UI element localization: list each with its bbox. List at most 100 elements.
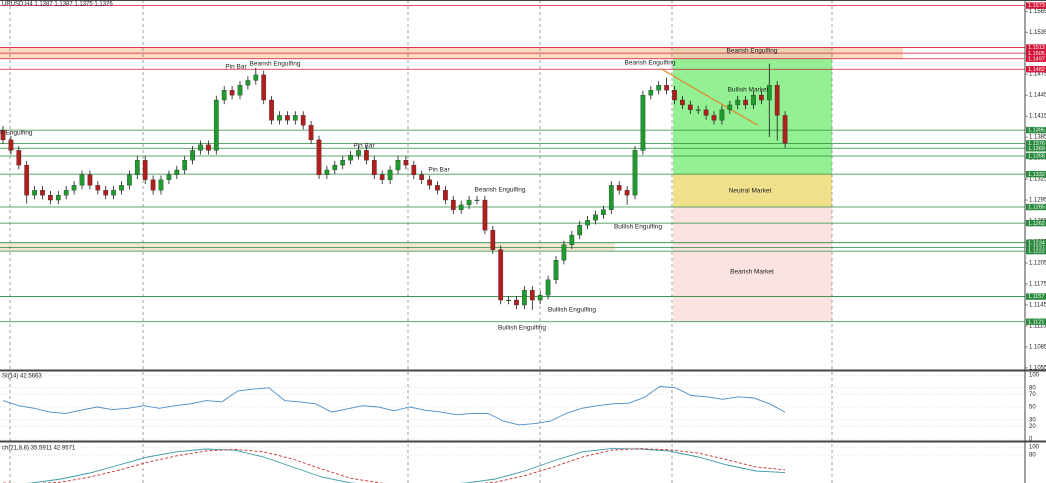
candle-body bbox=[695, 109, 701, 111]
rsi-title: SI(14) 42.5663 bbox=[2, 374, 42, 380]
stoch-panel bbox=[0, 446, 1025, 483]
chart-title: URUSD,H4 1.1387 1.1387 1.1375 1.1376 bbox=[2, 2, 113, 8]
level-band bbox=[0, 242, 615, 252]
candle-body bbox=[703, 109, 709, 116]
candle-body bbox=[593, 214, 598, 221]
candle-body bbox=[759, 94, 764, 101]
candle-body bbox=[585, 220, 590, 226]
candle-body bbox=[119, 185, 124, 191]
trendline bbox=[660, 68, 758, 126]
y-tick-label: 1.1115 bbox=[1029, 324, 1046, 330]
annotation: Bullish Engulfing bbox=[498, 325, 546, 332]
candle-body bbox=[506, 299, 511, 302]
candle-body bbox=[182, 160, 188, 171]
zone-label: Neutral Market bbox=[729, 188, 772, 195]
level-price-label: 1.1234 bbox=[1028, 240, 1045, 246]
candle-body bbox=[111, 190, 116, 196]
candle-body bbox=[648, 90, 654, 96]
level-price-label: 1.1376 bbox=[1028, 141, 1045, 147]
candle-body bbox=[680, 99, 685, 106]
candle-body bbox=[253, 74, 259, 81]
candle-body bbox=[32, 190, 37, 196]
candle-body bbox=[221, 90, 227, 101]
y-tick-label: 1.1175 bbox=[1029, 282, 1046, 288]
zone bbox=[673, 58, 832, 175]
candle-body bbox=[427, 179, 432, 186]
candle-body bbox=[766, 85, 772, 101]
candle-body bbox=[577, 225, 583, 236]
stoch-title: ch(21,8,8) 35.5911 42.9571 bbox=[2, 446, 76, 452]
candle-body bbox=[142, 160, 148, 180]
level-price-box bbox=[1026, 219, 1046, 227]
candle-body bbox=[537, 295, 543, 301]
candle-body bbox=[348, 155, 353, 161]
candle-body bbox=[719, 109, 725, 121]
zone-label: Bullish Market bbox=[728, 87, 769, 94]
y-tick-label: 1.1145 bbox=[1029, 303, 1046, 309]
candle-body bbox=[656, 85, 662, 91]
annotation: Bullish Engulfing bbox=[614, 224, 662, 231]
candle-body bbox=[356, 150, 361, 156]
level-price-box bbox=[1026, 49, 1046, 57]
y-tick-label: 1.1295 bbox=[1029, 198, 1046, 204]
candle-body bbox=[245, 80, 251, 86]
candle-body bbox=[229, 90, 235, 96]
candle-body bbox=[213, 99, 219, 151]
level-price-box bbox=[1026, 239, 1046, 246]
level-price-box bbox=[1026, 126, 1046, 134]
y-tick-label: 1.1085 bbox=[1029, 344, 1046, 350]
level-price-label: 1.1497 bbox=[1028, 56, 1045, 62]
level-price-label: 1.1573 bbox=[1028, 3, 1045, 9]
candle-body bbox=[308, 125, 314, 141]
candle-body bbox=[727, 104, 733, 110]
level-price-box bbox=[1026, 140, 1046, 147]
level-price-label: 1.1369 bbox=[1028, 146, 1045, 152]
y-tick-label: 1.1325 bbox=[1029, 177, 1046, 183]
candle-body bbox=[387, 169, 393, 180]
indicator-line bbox=[25, 448, 786, 483]
rsi-panel bbox=[0, 374, 1025, 440]
candle-body bbox=[379, 174, 385, 180]
candle-body bbox=[206, 144, 211, 151]
level-price-box bbox=[1026, 55, 1046, 62]
candle-body bbox=[158, 179, 164, 191]
candle-body bbox=[87, 174, 93, 186]
level-price-label: 1.1395 bbox=[1028, 128, 1045, 134]
candle-body bbox=[624, 190, 630, 196]
candle-body bbox=[482, 199, 488, 231]
candle-body bbox=[687, 104, 693, 110]
y-tick-label: 1.1385 bbox=[1029, 135, 1046, 141]
candle-body bbox=[166, 174, 172, 180]
candle-body bbox=[332, 164, 338, 171]
level-price-label: 1.1222 bbox=[1028, 249, 1045, 255]
level-price-box bbox=[1026, 145, 1046, 152]
candle-body bbox=[743, 99, 748, 106]
candle-body bbox=[198, 144, 203, 151]
candle-body bbox=[150, 179, 156, 191]
candle-body bbox=[529, 290, 535, 301]
level-price-box bbox=[1026, 318, 1046, 325]
candle-body bbox=[269, 99, 274, 121]
candle-body bbox=[261, 74, 267, 101]
candle-body bbox=[411, 164, 417, 176]
y-tick-label: 20 bbox=[1029, 424, 1036, 430]
candle-body bbox=[435, 185, 440, 191]
level-price-label: 1.1482 bbox=[1028, 67, 1045, 73]
y-tick-label: 30 bbox=[1029, 417, 1036, 423]
candle-body bbox=[498, 249, 504, 301]
level-price-box bbox=[1026, 293, 1046, 300]
candle-body bbox=[466, 199, 472, 206]
candles bbox=[0, 63, 788, 310]
level-price-label: 1.1262 bbox=[1028, 221, 1045, 227]
candle-body bbox=[316, 139, 322, 176]
candle-body bbox=[608, 185, 614, 210]
candle-body bbox=[782, 115, 788, 144]
zone-label: Bearish Engulfing bbox=[727, 48, 778, 55]
candle-body bbox=[419, 174, 425, 180]
candle-body bbox=[751, 94, 756, 106]
candle-body bbox=[55, 194, 61, 201]
candle-body bbox=[711, 115, 717, 121]
